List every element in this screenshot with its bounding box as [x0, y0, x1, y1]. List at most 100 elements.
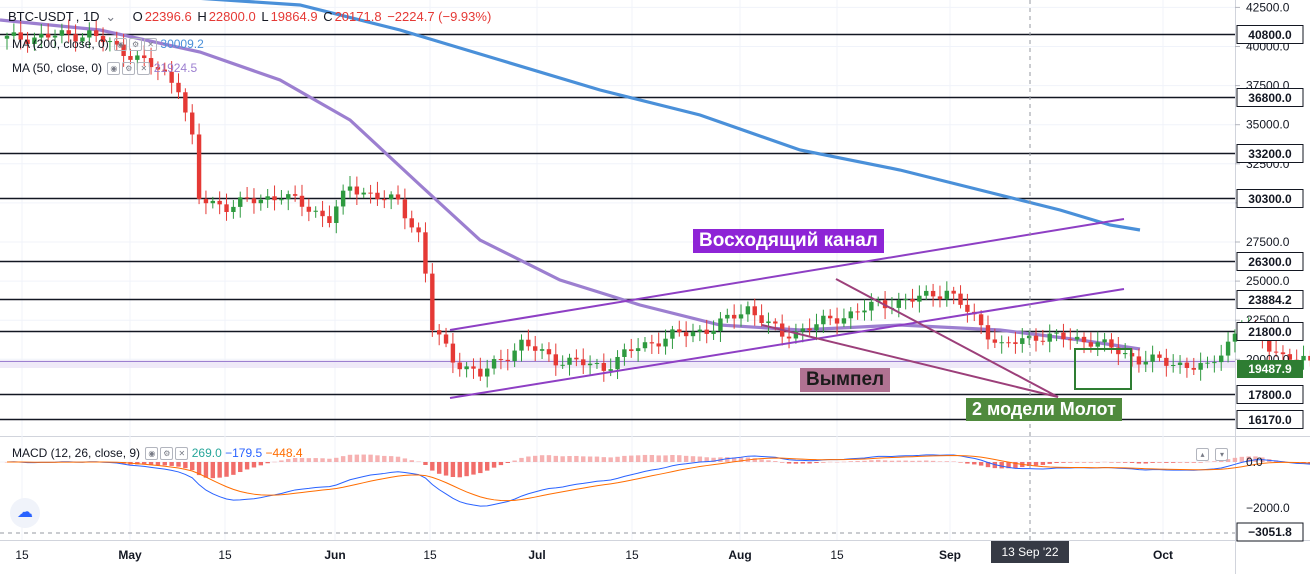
macd-histogram-bar: [244, 462, 250, 470]
candle-body-up: [11, 32, 17, 36]
macd-histogram-bar: [478, 462, 483, 474]
ma50-legend[interactable]: MA (50, close, 0) ◉ ⚙ ✕ 21924.5: [12, 61, 198, 76]
macd-histogram-bar: [1253, 456, 1258, 462]
candle-body-up: [1225, 341, 1231, 356]
level-tag: [1236, 88, 1304, 107]
candle-body-down: [574, 357, 579, 360]
macd-histogram-bar: [773, 461, 778, 462]
cloud-icon[interactable]: ☁: [10, 498, 40, 528]
candle-body-up: [594, 362, 600, 364]
candle-body-up: [1122, 353, 1128, 355]
macd-histogram-bar: [388, 456, 394, 462]
ma50-value: 21924.5: [153, 61, 198, 75]
candle-body-up: [725, 314, 730, 319]
level-tag-label: 40800.0: [1248, 28, 1292, 42]
level-tag: [1236, 290, 1304, 309]
candle-body-up: [347, 186, 353, 191]
close-icon[interactable]: ✕: [144, 38, 158, 52]
macd-histogram-bar: [896, 460, 901, 462]
macd-histogram-bar: [519, 457, 524, 462]
candle-body-down: [951, 290, 956, 294]
macd-histogram-bar: [512, 460, 517, 462]
macd-histogram-bar: [1068, 462, 1073, 463]
candle-body-down: [752, 306, 757, 316]
candle-body-down: [25, 39, 30, 44]
close-icon[interactable]: ✕: [137, 62, 151, 76]
channel-lower-line: [449, 288, 1125, 399]
candle-body-down: [731, 314, 737, 319]
eye-icon[interactable]: ◉: [145, 447, 159, 461]
candle-body-down: [992, 339, 998, 343]
macd-histogram-bar: [889, 460, 895, 462]
macd-histogram-bar: [1212, 461, 1217, 462]
macd-histogram-bar: [882, 460, 888, 462]
macd-legend[interactable]: MACD (12, 26, close, 9) ◉ ⚙ ✕ 269.0 −179.5…: [12, 446, 303, 461]
candle-body-down: [368, 192, 373, 194]
macd-histogram-bar: [999, 462, 1004, 469]
pattern-drawings: [449, 218, 1132, 399]
candle-body-up: [903, 299, 908, 301]
eye-icon[interactable]: ◉: [114, 38, 128, 52]
candle-body-down: [834, 318, 840, 324]
macd-histogram-bar: [560, 456, 565, 462]
level-tag-label: 23884.2: [1248, 293, 1292, 307]
candle-body-down: [498, 359, 504, 361]
time-tick-label: Jun: [324, 548, 345, 562]
candle-body-down: [436, 330, 442, 335]
gear-icon[interactable]: ⚙: [122, 62, 136, 76]
ma50-line: [0, 18, 1141, 351]
candle-body-down: [409, 218, 414, 228]
interval[interactable]: 1D: [82, 9, 100, 24]
chevron-down-icon[interactable]: ▾: [1215, 448, 1229, 462]
macd-histogram-bar: [162, 462, 167, 466]
macd-histogram-bar: [286, 458, 291, 462]
candle-body-up: [231, 206, 236, 213]
crosshair-date-tag: [991, 541, 1069, 563]
candle-body-up: [869, 301, 874, 311]
candle-body-up: [107, 40, 113, 43]
pane-controls[interactable]: ▴ ▾: [1194, 446, 1229, 464]
eye-icon[interactable]: ◉: [107, 62, 121, 76]
gear-icon[interactable]: ⚙: [160, 447, 174, 461]
macd-histogram-bar: [1013, 462, 1018, 468]
macd-histogram-bar: [985, 462, 991, 468]
macd-histogram-bar: [1040, 462, 1046, 465]
candle-body-up: [512, 350, 517, 362]
candle-body-up: [135, 55, 140, 60]
symbol[interactable]: BTC-USDT: [8, 9, 74, 24]
candle-body-down: [677, 329, 682, 333]
macd-histogram-bar: [539, 455, 545, 462]
level-tag: [1236, 144, 1304, 163]
candle-body-down: [1088, 342, 1094, 347]
candle-body-up: [1150, 354, 1155, 362]
chevron-up-icon[interactable]: ▴: [1196, 448, 1209, 462]
candle-body-down: [1040, 340, 1046, 342]
open-value: 22396.6: [144, 9, 192, 24]
time-tick-label: Aug: [728, 548, 751, 562]
close-icon[interactable]: ✕: [175, 447, 189, 461]
macd-histogram-bar: [814, 462, 819, 464]
candle-body-up: [491, 359, 497, 369]
gear-icon[interactable]: ⚙: [129, 38, 143, 52]
candle-body-up: [917, 295, 922, 302]
macd-histogram-bar: [1150, 462, 1155, 463]
macd-pane[interactable]: [0, 438, 1235, 540]
candle-body-up: [258, 199, 264, 204]
ma200-legend[interactable]: MA (200, close, 0) ◉ ⚙ ✕ 30009.2: [12, 37, 204, 52]
candle-body-up: [821, 315, 826, 325]
chevron-down-icon[interactable]: ⌄: [105, 9, 117, 24]
candle-body-up: [313, 210, 318, 212]
macd-histogram-bar: [1198, 462, 1203, 463]
macd-histogram-bar: [574, 455, 579, 462]
price-tick-label: 42500.0: [1246, 0, 1290, 14]
macd-histogram-bar: [587, 456, 593, 462]
macd-histogram-bar: [766, 460, 771, 462]
candle-body-down: [1068, 339, 1073, 341]
candle-body-down: [965, 304, 970, 312]
time-tick-label: May: [118, 548, 142, 562]
macd-histogram-bar: [464, 462, 469, 477]
macd-histogram-bar: [841, 461, 847, 463]
candle-body-up: [52, 35, 58, 38]
macd-histogram-bar: [1095, 462, 1100, 463]
